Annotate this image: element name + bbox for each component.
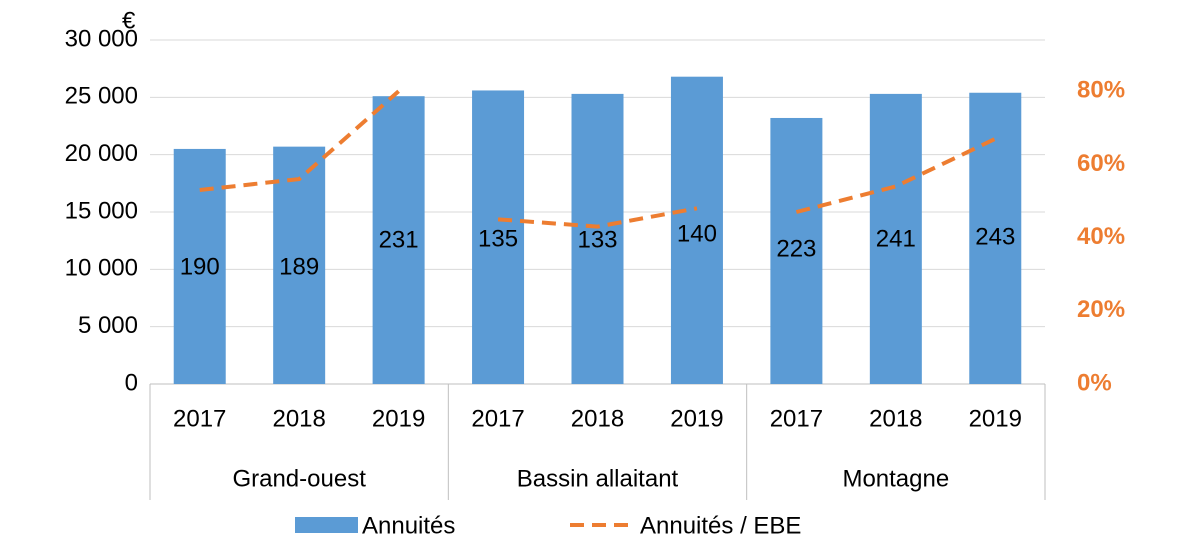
x-tick-label: 2017	[770, 405, 823, 432]
y-tick-label: 0	[125, 369, 138, 396]
unit-label: €	[122, 7, 136, 34]
x-tick-label: 2018	[869, 405, 922, 432]
legend-swatch	[295, 517, 358, 533]
x-tick-label: 2019	[969, 405, 1022, 432]
line-series	[497, 206, 698, 229]
x-tick-label: 2019	[372, 405, 425, 432]
data-annotation: 223	[776, 235, 816, 262]
y-tick-label: 20 000	[65, 140, 138, 167]
line-series	[795, 137, 997, 214]
y2-tick-label: 80%	[1077, 77, 1125, 104]
x-tick-label: 2017	[471, 405, 524, 432]
y-tick-label: 25 000	[65, 83, 138, 110]
bar	[670, 76, 723, 385]
y2-tick-label: 40%	[1077, 223, 1125, 250]
data-annotation: 190	[180, 253, 220, 280]
x-tick-label: 2017	[173, 405, 226, 432]
data-annotation: 243	[975, 223, 1015, 250]
legend-label: Annuités	[362, 512, 455, 539]
legend-label: Annuités / EBE	[640, 512, 801, 539]
bar	[770, 117, 823, 385]
bar	[571, 93, 624, 384]
group-label: Montagne	[842, 465, 949, 492]
x-tick-label: 2019	[670, 405, 723, 432]
data-annotation: 140	[677, 220, 717, 247]
bar	[273, 146, 326, 384]
y2-tick-label: 20%	[1077, 296, 1125, 323]
bar	[472, 90, 525, 384]
bar	[869, 93, 922, 384]
data-annotation: 231	[379, 226, 419, 253]
data-annotation: 135	[478, 225, 518, 252]
y-tick-label: 10 000	[65, 255, 138, 282]
x-tick-label: 2018	[272, 405, 325, 432]
y2-tick-label: 0%	[1077, 369, 1112, 396]
y-tick-label: 5 000	[78, 312, 138, 339]
x-tick-label: 2018	[571, 405, 624, 432]
data-annotation: 133	[577, 226, 617, 253]
group-label: Grand-ouest	[232, 465, 366, 492]
data-annotation: 241	[876, 225, 916, 252]
y-tick-label: 30 000	[65, 25, 138, 52]
bar	[969, 92, 1022, 384]
line-series	[199, 89, 400, 193]
data-annotation: 189	[279, 253, 319, 280]
group-label: Bassin allaitant	[517, 465, 679, 492]
y2-tick-label: 60%	[1077, 150, 1125, 177]
y-tick-label: 15 000	[65, 197, 138, 224]
bar	[372, 96, 425, 384]
